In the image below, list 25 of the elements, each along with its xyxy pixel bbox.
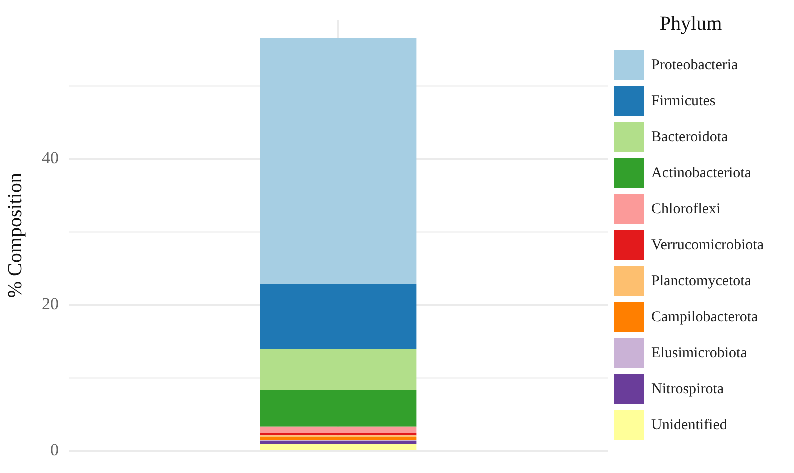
legend-label: Firmicutes xyxy=(652,93,716,110)
y-tick-label: 0 xyxy=(50,440,59,460)
legend-label: Planctomycetota xyxy=(652,273,752,290)
bar xyxy=(260,442,417,444)
legend-label: Actinobacteriota xyxy=(652,165,752,182)
bar xyxy=(260,284,417,350)
y-tick-label: 20 xyxy=(42,294,59,314)
legend-label: Nitrospirota xyxy=(652,381,724,398)
legend-title: Phylum xyxy=(660,12,723,35)
bar xyxy=(260,433,417,436)
bar xyxy=(260,444,417,450)
legend-label: Elusimicrobiota xyxy=(652,345,748,362)
legend-label: Proteobacteria xyxy=(652,57,739,74)
bar xyxy=(260,390,417,427)
bar xyxy=(260,350,417,390)
legend-label: Verrucomicrobiota xyxy=(652,237,764,254)
y-tick-label: 40 xyxy=(42,148,59,168)
legend-label: Campilobacterota xyxy=(652,309,759,326)
bar xyxy=(260,38,417,285)
legend-label: Bacteroidota xyxy=(652,129,729,146)
bar xyxy=(260,437,417,440)
legend-label: Unidentified xyxy=(652,417,728,434)
legend-label: Chloroflexi xyxy=(652,201,721,218)
y-axis-title: % Composition xyxy=(4,173,26,298)
bar xyxy=(260,426,417,434)
